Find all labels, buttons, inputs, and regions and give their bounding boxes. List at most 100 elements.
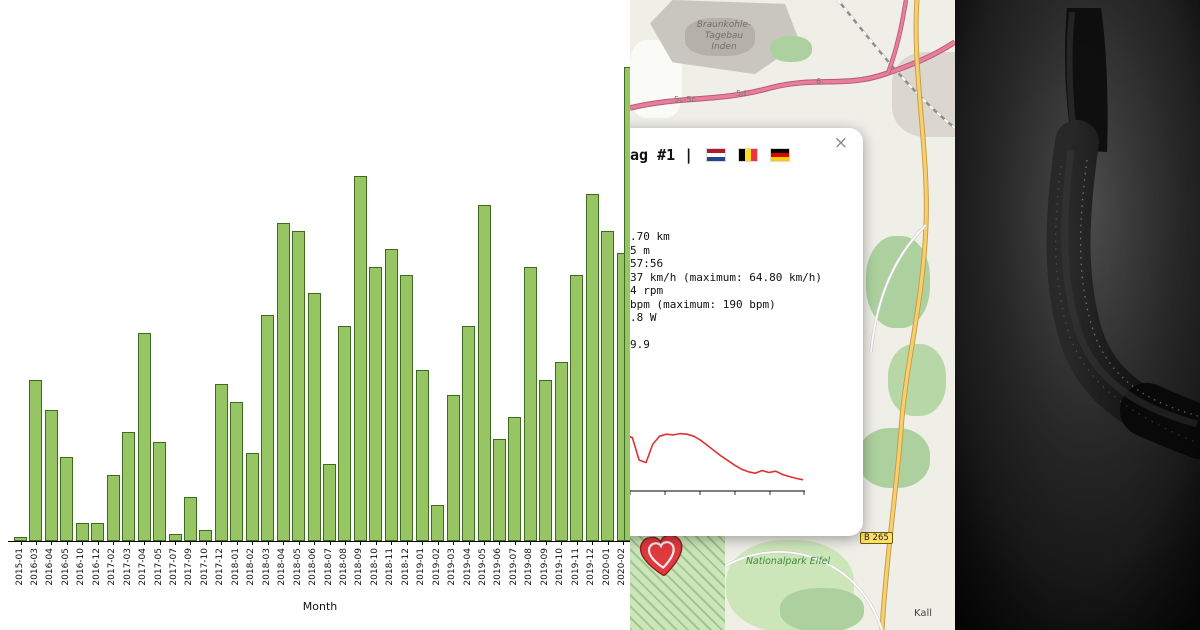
bar-2015-01 <box>14 537 27 541</box>
bar-2019-02 <box>431 504 445 541</box>
x-tick-label: 2019-08 <box>524 548 535 586</box>
profile-x-ticks <box>630 491 805 495</box>
activity-stats: .70 km 5 m 57:56 37 km/h (maximum: 64.80… <box>630 230 843 351</box>
x-tick-mark <box>592 542 594 545</box>
motorway-exit-label: 5c-5c <box>674 95 696 104</box>
x-tick-label: 2016-03 <box>30 548 40 586</box>
x-tick-mark <box>607 542 609 545</box>
x-tick-label: 2016-12 <box>91 548 102 586</box>
x-tick-mark <box>344 542 346 545</box>
stat-power: .8 W <box>630 311 657 324</box>
bar-2019-04 <box>462 325 475 541</box>
bar-2017-09 <box>183 497 197 541</box>
bar-2019-12 <box>585 194 599 542</box>
x-tick-label: 2019-04 <box>462 548 473 586</box>
x-tick-mark <box>453 542 455 545</box>
bar-2018-04 <box>276 223 290 541</box>
x-tick-label: 2019-11 <box>570 548 581 586</box>
x-tick-mark <box>221 542 223 545</box>
x-tick-mark <box>623 542 624 545</box>
minor-road <box>870 224 927 353</box>
x-tick-label: 2018-10 <box>369 548 380 586</box>
bar-2018-10 <box>369 267 383 542</box>
mine-label-line: Braunkohle- <box>696 20 752 30</box>
x-tick-mark <box>66 542 68 545</box>
germany-flag-icon <box>770 148 791 162</box>
x-tick-label: 2019-06 <box>493 548 504 586</box>
x-tick-label: 2019-09 <box>539 548 550 586</box>
profile-line-series <box>630 432 804 481</box>
route-heart-marker[interactable] <box>638 534 686 578</box>
x-tick-label: 2018-08 <box>338 548 349 586</box>
x-tick-label: 2018-11 <box>385 548 396 586</box>
x-tick-mark <box>252 542 254 545</box>
bar-2016-05 <box>60 457 74 542</box>
activity-title-text: ag #1 | <box>630 146 694 164</box>
mine-label-line: Tagebau <box>704 31 744 41</box>
bar-2018-09 <box>353 176 367 541</box>
x-tick-mark <box>97 542 99 545</box>
bar-2016-12 <box>91 522 105 542</box>
town-label: Kall <box>914 608 933 619</box>
x-tick-label: 2016-10 <box>76 548 87 586</box>
x-axis-title: Month <box>302 600 338 613</box>
x-tick-mark <box>499 542 501 545</box>
popup-close-button[interactable]: × <box>828 132 854 154</box>
bar-2016-04 <box>44 409 58 541</box>
bar-2018-03 <box>261 314 275 541</box>
x-tick-mark <box>437 542 439 545</box>
x-tick-label: 2018-05 <box>292 548 303 586</box>
x-tick-label: 2020-01 <box>601 548 612 586</box>
openstreetmap-view[interactable]: Braunkohle- Tagebau Inden 5c-5c 5d 6 Nat… <box>630 0 955 630</box>
bar-2018-05 <box>292 230 306 542</box>
monthly-bar-chart: 2015-01 2016-03 2016-04 2016-05 2016-10 2016-… <box>8 66 630 613</box>
bar-2018-02 <box>245 453 259 541</box>
stat-cadence: 4 rpm <box>630 284 664 297</box>
bar-2016-03 <box>29 380 43 541</box>
bar-2020-01 <box>601 230 615 542</box>
mine-label-line: Inden <box>711 42 737 52</box>
x-tick-mark <box>391 542 393 545</box>
x-tick-mark <box>159 542 161 545</box>
x-tick-label: 2017-03 <box>122 548 133 586</box>
x-tick-label: 2019-12 <box>586 548 597 586</box>
map-forest-patch <box>770 36 812 62</box>
handlebar-photo-art <box>955 0 1200 630</box>
x-tick-label: 2018-07 <box>323 548 334 586</box>
x-tick-label: 2019-01 <box>416 548 427 586</box>
bar-2018-01 <box>230 402 244 541</box>
x-tick-label: 2018-03 <box>261 548 272 586</box>
x-axis-line <box>8 541 630 542</box>
x-tick-mark <box>375 542 377 545</box>
activity-profile-chart <box>630 432 805 495</box>
bar-2016-10 <box>75 522 89 542</box>
bar-2019-07 <box>508 416 522 541</box>
x-tick-mark <box>82 542 84 545</box>
map-roads-layer <box>630 0 955 630</box>
bar-partial-cropped <box>624 66 630 541</box>
bar-2018-06 <box>307 292 321 541</box>
stat-heartrate: bpm (maximum: 190 bpm) <box>630 297 776 311</box>
x-tick-label: 2017-05 <box>153 548 164 586</box>
x-tick-label: 2018-02 <box>246 548 257 586</box>
railway-dashes <box>837 0 955 129</box>
x-tick-mark <box>144 542 146 545</box>
bar-2019-03 <box>446 395 460 541</box>
x-tick-mark <box>236 542 238 545</box>
x-tick-label: 2017-02 <box>107 548 118 586</box>
bar-2017-12 <box>214 384 228 541</box>
x-tick-label: 2015-01 <box>14 548 25 586</box>
x-tick-label: 2017-04 <box>138 548 149 586</box>
x-tick-mark <box>561 542 563 545</box>
x-tick-label: 2017-10 <box>199 548 210 586</box>
x-tick-mark <box>20 542 22 545</box>
x-tick-label: 2019-05 <box>478 548 488 586</box>
bar-2018-11 <box>384 249 398 541</box>
bar-2019-10 <box>554 362 568 541</box>
bar-2019-05 <box>477 205 491 541</box>
x-tick-mark <box>283 542 285 545</box>
x-tick-label: 2018-01 <box>230 548 241 586</box>
bar-2017-03 <box>122 431 136 541</box>
bar-2018-08 <box>338 325 352 541</box>
motorway-exit-label: 6 <box>816 77 822 86</box>
